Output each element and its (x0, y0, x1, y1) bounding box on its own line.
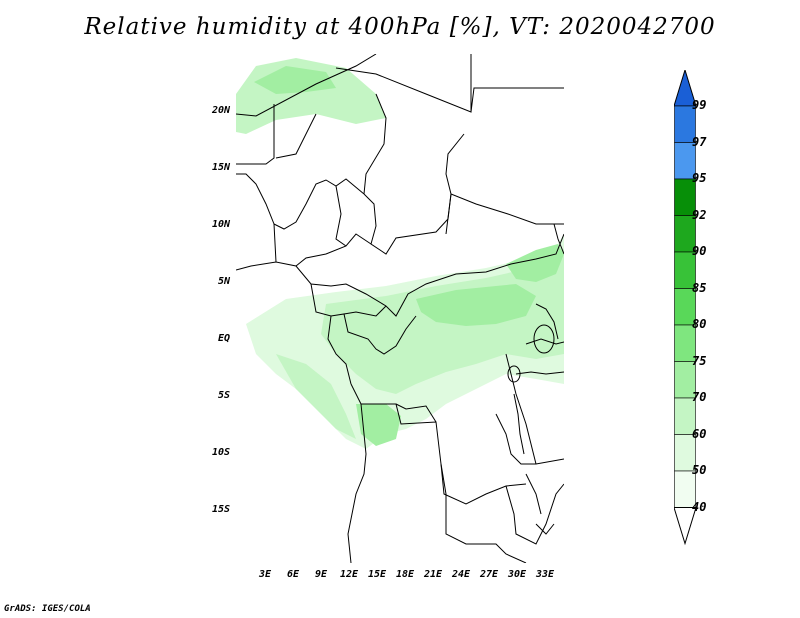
colorbar-label: 92 (692, 207, 707, 222)
lon-label: 27E (479, 569, 499, 580)
lat-label: 15S (211, 504, 230, 515)
lat-label: 10N (211, 219, 230, 230)
chart-title: Relative humidity at 400hPa [%], VT: 202… (84, 14, 716, 40)
lon-label: 15E (367, 569, 387, 580)
colorbar-label: 99 (692, 98, 707, 112)
colorbar-label: 90 (692, 244, 707, 258)
lon-label: 3E (258, 569, 272, 580)
colorbar-label: 70 (692, 390, 707, 404)
humidity-area-east (506, 244, 564, 282)
colorbar-label: 95 (692, 171, 707, 185)
map-plot (236, 54, 564, 563)
lakes (507, 324, 555, 535)
lon-label: 9E (314, 569, 328, 580)
humidity-area-central-core (416, 284, 536, 326)
colorbar-label: 60 (692, 426, 707, 441)
lat-label: 10S (211, 447, 230, 458)
lat-label: EQ (217, 333, 230, 344)
country-borders (236, 54, 564, 563)
map-panel (236, 54, 564, 563)
colorbar-label: 40 (692, 499, 707, 514)
lon-label: 30E (507, 569, 527, 580)
colorbar-cell (674, 507, 696, 546)
lat-label: 5N (217, 276, 230, 287)
humidity-area-southwest (356, 404, 401, 446)
humidity-area-north (236, 58, 386, 134)
lat-label: 15N (211, 162, 230, 173)
colorbar (674, 70, 696, 546)
colorbar-label: 97 (692, 134, 707, 149)
lat-label: 5S (217, 390, 230, 401)
credit-text: GrADS: IGES/COLA (4, 604, 91, 614)
lon-label: 24E (451, 569, 471, 580)
humidity-area-north-core (254, 66, 336, 94)
lat-label: 20N (211, 105, 230, 116)
lon-label: 18E (395, 569, 415, 580)
lon-label: 12E (339, 569, 359, 580)
lon-label: 6E (286, 569, 300, 580)
colorbar-label: 75 (692, 353, 707, 368)
humidity-area-west-coast (276, 354, 356, 439)
colorbar-label: 85 (692, 280, 707, 295)
lon-label: 33E (535, 569, 555, 580)
colorbar-label: 50 (692, 463, 707, 477)
colorbar-label: 80 (692, 317, 707, 331)
lon-label: 21E (423, 569, 443, 580)
